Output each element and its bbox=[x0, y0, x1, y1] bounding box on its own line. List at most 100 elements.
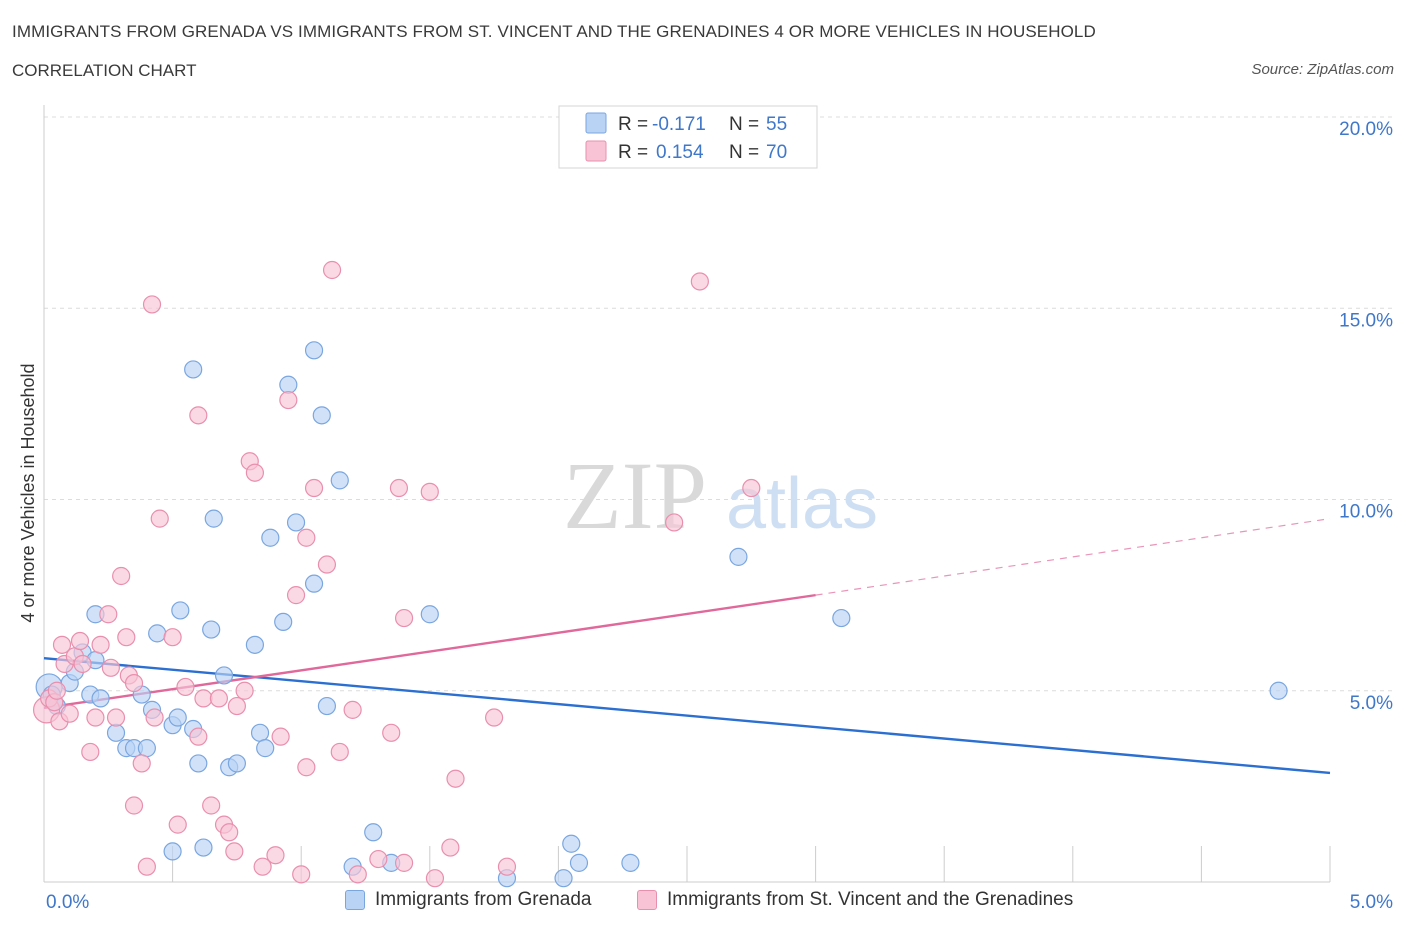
watermark-zip: ZIP bbox=[563, 442, 707, 549]
point-stvincent bbox=[485, 708, 504, 727]
y-tick-label: 15.0% bbox=[1339, 310, 1393, 331]
point-grenada bbox=[204, 509, 223, 528]
point-stvincent bbox=[81, 742, 100, 762]
point-grenada bbox=[261, 528, 280, 547]
point-stvincent bbox=[297, 758, 316, 777]
legend-r-label-2: R = bbox=[618, 142, 648, 163]
point-stvincent bbox=[330, 742, 349, 762]
point-stvincent bbox=[86, 708, 105, 727]
point-grenada bbox=[189, 754, 208, 773]
x-tick-label: 5.0% bbox=[1350, 892, 1393, 913]
legend-swatch-stvincent bbox=[585, 140, 607, 162]
legend-n-label-2: N = bbox=[729, 142, 759, 163]
axis-layer bbox=[43, 105, 1331, 883]
point-stvincent bbox=[101, 658, 120, 677]
point-grenada bbox=[832, 608, 851, 628]
top-legend: R = -0.171 N = 55 R = 0.154 N = 70 bbox=[558, 105, 818, 169]
point-stvincent bbox=[271, 727, 290, 746]
point-stvincent bbox=[91, 635, 110, 654]
legend-item-stvincent[interactable]: Immigrants from St. Vincent and the Gren… bbox=[637, 889, 1073, 911]
point-stvincent bbox=[742, 478, 761, 498]
point-grenada bbox=[256, 739, 275, 758]
grid-layer bbox=[44, 116, 1395, 692]
chart-title: IMMIGRANTS FROM GRENADA VS IMMIGRANTS FR… bbox=[12, 22, 1096, 41]
point-stvincent bbox=[253, 857, 272, 876]
point-stvincent bbox=[369, 849, 388, 869]
point-grenada bbox=[304, 341, 324, 360]
point-stvincent bbox=[112, 566, 131, 586]
point-stvincent bbox=[150, 509, 169, 528]
trendline-layer bbox=[43, 518, 1331, 775]
point-grenada bbox=[214, 666, 234, 685]
point-stvincent bbox=[137, 857, 156, 876]
point-stvincent bbox=[163, 628, 182, 647]
points-layer bbox=[32, 260, 1288, 888]
point-stvincent bbox=[382, 723, 401, 742]
y-axis-label: 4 or more Vehicles in Household bbox=[18, 363, 38, 622]
point-grenada bbox=[304, 574, 324, 593]
point-grenada bbox=[194, 838, 213, 857]
point-stvincent bbox=[132, 754, 151, 773]
point-stvincent bbox=[286, 586, 306, 605]
point-grenada bbox=[279, 375, 298, 394]
legend-r-value-2: 0.154 bbox=[656, 142, 704, 163]
point-stvincent bbox=[106, 708, 126, 727]
point-stvincent bbox=[73, 654, 92, 674]
legend-swatch-stvincent-bottom bbox=[637, 890, 657, 910]
y-tick-label: 5.0% bbox=[1350, 693, 1393, 714]
source-credit: Source: ZipAtlas.com bbox=[1251, 61, 1394, 78]
point-stvincent bbox=[176, 677, 195, 697]
point-grenada bbox=[184, 360, 203, 379]
point-stvincent bbox=[124, 796, 144, 815]
point-stvincent bbox=[665, 513, 684, 532]
point-stvincent bbox=[202, 796, 221, 815]
y-tick-label: 10.0% bbox=[1339, 502, 1393, 523]
point-stvincent bbox=[168, 815, 187, 834]
point-grenada bbox=[274, 612, 293, 632]
point-grenada bbox=[245, 635, 265, 654]
point-grenada bbox=[91, 689, 110, 708]
point-stvincent bbox=[394, 853, 414, 872]
trendline-stvincent bbox=[43, 593, 816, 710]
point-stvincent bbox=[420, 482, 439, 501]
point-grenada bbox=[554, 869, 573, 888]
point-stvincent bbox=[304, 478, 324, 498]
watermark-atlas: atlas bbox=[726, 464, 878, 544]
point-grenada bbox=[286, 513, 306, 532]
legend-item-grenada[interactable]: Immigrants from Grenada bbox=[345, 889, 591, 911]
point-grenada bbox=[621, 853, 640, 872]
point-stvincent bbox=[194, 689, 213, 708]
point-stvincent bbox=[189, 406, 208, 425]
point-stvincent bbox=[235, 681, 254, 700]
point-grenada bbox=[137, 739, 156, 758]
point-grenada bbox=[569, 853, 589, 872]
trendline-stvincent bbox=[815, 518, 1331, 596]
point-stvincent bbox=[70, 631, 90, 651]
legend-n-label-1: N = bbox=[729, 114, 759, 135]
point-stvincent bbox=[245, 463, 265, 482]
point-stvincent bbox=[209, 689, 228, 708]
point-stvincent bbox=[266, 846, 285, 865]
legend-r-label-1: R = bbox=[618, 114, 648, 135]
legend-label-grenada: Immigrants from Grenada bbox=[375, 889, 592, 910]
point-stvincent bbox=[227, 696, 246, 716]
point-grenada bbox=[364, 823, 383, 842]
point-grenada bbox=[202, 620, 221, 639]
chart-subtitle: CORRELATION CHART bbox=[12, 61, 197, 80]
point-grenada bbox=[729, 547, 748, 566]
point-stvincent bbox=[297, 528, 316, 547]
point-stvincent bbox=[47, 681, 66, 700]
point-stvincent bbox=[441, 838, 460, 857]
tick-labels: 5.0% 10.0% 15.0% 20.0% 0.0% 5.0% bbox=[46, 119, 1393, 913]
point-stvincent bbox=[317, 555, 337, 574]
point-stvincent bbox=[145, 708, 164, 727]
point-stvincent bbox=[690, 272, 709, 291]
point-stvincent bbox=[343, 700, 362, 719]
legend-n-value-1: 55 bbox=[766, 114, 787, 135]
point-grenada bbox=[562, 834, 581, 853]
point-grenada bbox=[330, 471, 349, 490]
legend-swatch-grenada-bottom bbox=[345, 890, 365, 910]
point-stvincent bbox=[189, 727, 208, 746]
legend-r-value-1: -0.171 bbox=[652, 114, 706, 135]
